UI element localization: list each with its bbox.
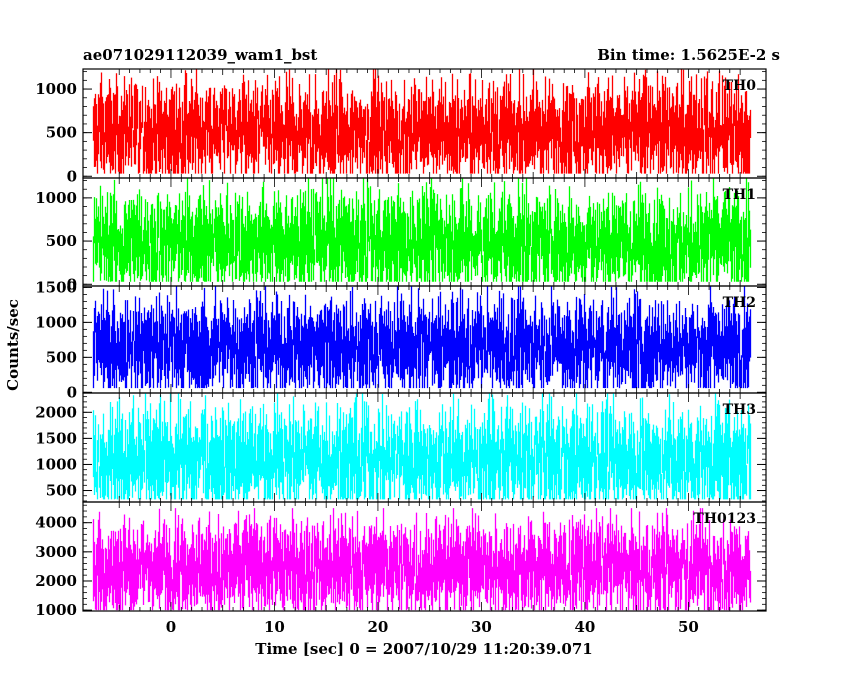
y-tick-label: 2000 bbox=[35, 403, 77, 421]
y-tick-label: 500 bbox=[46, 232, 77, 250]
panel-label-th2: TH2 bbox=[723, 295, 756, 311]
y-tick-label: 500 bbox=[46, 348, 77, 366]
panel-th1: 0 500 1000 TH1 bbox=[35, 177, 767, 293]
panel-label-th1: TH1 bbox=[723, 187, 756, 203]
y-tick-label: 1000 bbox=[35, 601, 77, 619]
panel-th2: 0 500 1000 1500 TH2 bbox=[35, 278, 767, 401]
series-th0-line bbox=[92, 69, 752, 174]
panel-th0123: 1000 2000 3000 4000 TH0123 bbox=[35, 501, 767, 619]
x-tick-label: 50 bbox=[678, 618, 699, 636]
x-axis: 0 10 20 30 40 50 bbox=[166, 618, 699, 636]
panel-label-th0123: TH0123 bbox=[693, 511, 756, 527]
y-tick-label: 500 bbox=[46, 482, 77, 500]
y-tick-label: 1000 bbox=[35, 455, 77, 473]
y-tick-label: 1500 bbox=[35, 278, 77, 296]
chart-title: ae071029112039_wam1_bst bbox=[83, 46, 317, 64]
panel-label-th3: TH3 bbox=[723, 402, 756, 418]
y-tick-label: 4000 bbox=[35, 514, 77, 532]
x-axis-title: Time [sec] 0 = 2007/10/29 11:20:39.071 bbox=[255, 640, 592, 658]
x-tick-label: 40 bbox=[574, 618, 595, 636]
panel-label-th0: TH0 bbox=[723, 78, 757, 94]
x-tick-label: 30 bbox=[471, 618, 492, 636]
y-tick-label: 2000 bbox=[35, 572, 77, 590]
x-tick-label: 20 bbox=[367, 618, 388, 636]
series-th1-line bbox=[92, 178, 752, 282]
y-tick-label: 500 bbox=[46, 124, 77, 142]
y-tick-label: 0 bbox=[67, 383, 77, 401]
y-tick-label: 1000 bbox=[35, 80, 77, 98]
y-tick-label: 1000 bbox=[35, 189, 77, 207]
y-tick-label: 1000 bbox=[35, 313, 77, 331]
panel-stack: 0 500 1000 TH0 0 500 1000 TH1 0 500 1000 1500 TH2 500… bbox=[35, 68, 767, 619]
y-tick-label: 1500 bbox=[35, 429, 77, 447]
x-tick-label: 10 bbox=[264, 618, 285, 636]
y-axis-title: Counts/sec bbox=[4, 299, 22, 391]
y-tick-label: 3000 bbox=[35, 543, 77, 561]
y-tick-label: 0 bbox=[67, 167, 77, 185]
panel-th0: 0 500 1000 TH0 bbox=[35, 68, 767, 185]
series-th3-line bbox=[92, 393, 752, 500]
series-th0123-line bbox=[92, 508, 752, 611]
bin-time-label: Bin time: 1.5625E-2 s bbox=[597, 46, 780, 64]
panel-th3: 500 1000 1500 2000 TH3 bbox=[35, 392, 767, 503]
series-th2-line bbox=[92, 286, 752, 389]
panel-frame bbox=[82, 501, 767, 612]
x-tick-label: 0 bbox=[166, 618, 176, 636]
y-tick-label: 0 bbox=[67, 275, 77, 293]
